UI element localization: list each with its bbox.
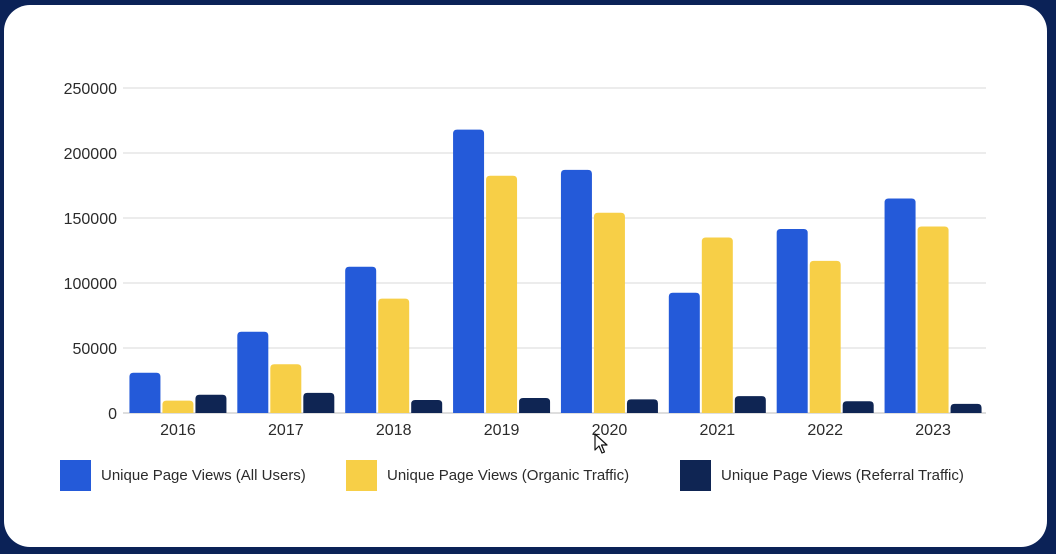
legend-label-all-users: Unique Page Views (All Users) [101, 466, 306, 484]
y-tick-label: 0 [108, 406, 117, 423]
bar-2019-series-1 [486, 175, 518, 413]
bar-2020-series-0 [560, 169, 592, 413]
bar-2021-series-1 [701, 237, 733, 413]
y-tick-label: 200000 [64, 146, 117, 163]
bar-2021-series-2 [734, 396, 766, 413]
bar-2016-series-2 [195, 394, 227, 413]
bar-2017-series-2 [303, 392, 335, 413]
bar-2017-series-1 [270, 364, 302, 413]
bar-2018-series-1 [378, 298, 410, 413]
legend: Unique Page Views (All Users) Unique Pag… [60, 459, 1000, 491]
legend-item-referral-traffic: Unique Page Views (Referral Traffic) [680, 459, 964, 491]
bars [129, 129, 982, 413]
legend-item-all-users: Unique Page Views (All Users) [60, 459, 306, 491]
legend-swatch-all-users [60, 459, 91, 491]
legend-swatch-organic-traffic [346, 459, 377, 491]
y-tick-label: 50000 [73, 341, 118, 358]
y-axis-ticks: 0 50000 100000 150000 200000 250000 [64, 81, 117, 423]
bar-2022-series-1 [809, 260, 841, 413]
x-tick-label: 2022 [807, 422, 843, 439]
x-axis-ticks: 2016 2017 2018 2019 2020 2021 2022 2023 [160, 422, 951, 439]
x-tick-label: 2017 [268, 422, 304, 439]
legend-label-referral-traffic: Unique Page Views (Referral Traffic) [721, 466, 964, 484]
bar-2018-series-0 [345, 266, 377, 413]
y-tick-label: 250000 [64, 81, 117, 98]
x-tick-label: 2023 [915, 422, 951, 439]
bar-2017-series-0 [237, 331, 269, 413]
bar-2019-series-2 [519, 398, 551, 413]
chart-card [4, 5, 1047, 547]
x-tick-label: 2018 [376, 422, 412, 439]
x-tick-label: 2021 [700, 422, 736, 439]
x-tick-label: 2016 [160, 422, 196, 439]
bar-2022-series-2 [842, 401, 874, 413]
legend-swatch-referral-traffic [680, 459, 711, 491]
y-tick-label: 100000 [64, 276, 117, 293]
bar-2020-series-2 [626, 399, 658, 413]
bar-2023-series-0 [884, 198, 916, 413]
bar-2020-series-1 [593, 212, 625, 413]
bar-2016-series-1 [162, 400, 194, 413]
bar-2019-series-0 [453, 129, 485, 413]
bar-2016-series-0 [129, 372, 161, 413]
x-tick-label: 2019 [484, 422, 520, 439]
y-tick-label: 150000 [64, 211, 117, 228]
mouse-cursor-icon [594, 433, 608, 454]
bar-2023-series-2 [950, 403, 982, 413]
legend-item-organic-traffic: Unique Page Views (Organic Traffic) [346, 459, 629, 491]
bar-2022-series-0 [776, 229, 808, 413]
bar-2021-series-0 [668, 292, 700, 413]
bar-2018-series-2 [411, 400, 443, 413]
x-tick-label: 2020 [592, 422, 628, 439]
legend-label-organic-traffic: Unique Page Views (Organic Traffic) [387, 466, 630, 484]
bar-2023-series-1 [917, 226, 949, 413]
